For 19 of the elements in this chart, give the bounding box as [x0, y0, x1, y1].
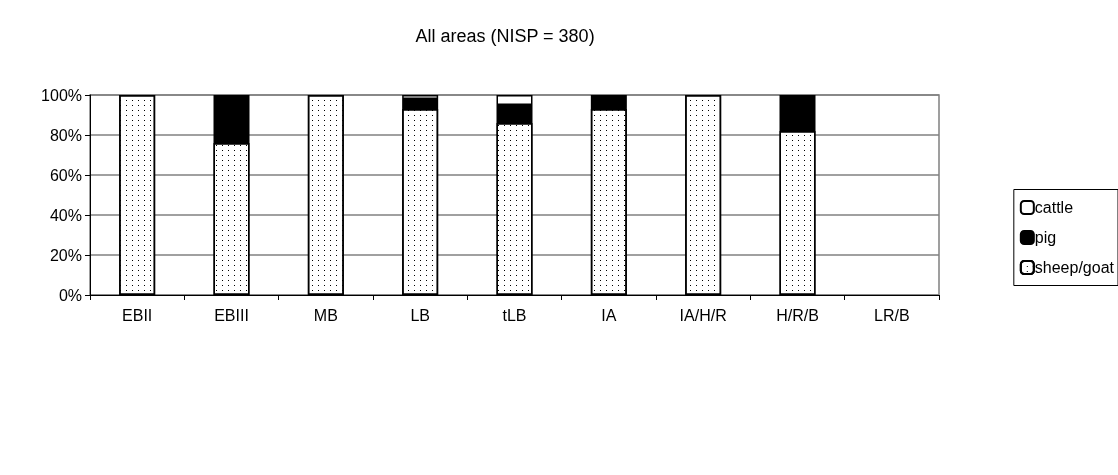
x-tick-label: LB: [410, 306, 430, 324]
y-tick-label: 80%: [49, 126, 82, 144]
chart-title: All areas (NISP = 380): [415, 26, 595, 46]
y-tick-label: 40%: [49, 206, 82, 224]
legend-label: pig: [1034, 229, 1057, 246]
x-tick-label: IA: [601, 306, 617, 324]
x-tick-label: H/R/B: [776, 306, 819, 324]
legend-label: cattle: [1034, 199, 1074, 216]
x-tick-label: LR/B: [874, 306, 910, 324]
x-tick-label: MB: [313, 306, 338, 324]
y-tick-label: 0%: [58, 286, 82, 304]
x-tick-label: tLB: [502, 306, 527, 324]
y-tick-label: 20%: [49, 246, 82, 264]
legend-label: sheep/goat: [1034, 259, 1115, 276]
x-tick-label: IA/H/R: [679, 306, 727, 324]
y-tick-label: 60%: [49, 166, 82, 184]
y-tick-label: 100%: [41, 86, 82, 104]
x-tick-label: EBIII: [214, 306, 249, 324]
x-tick-label: EBII: [122, 306, 153, 324]
